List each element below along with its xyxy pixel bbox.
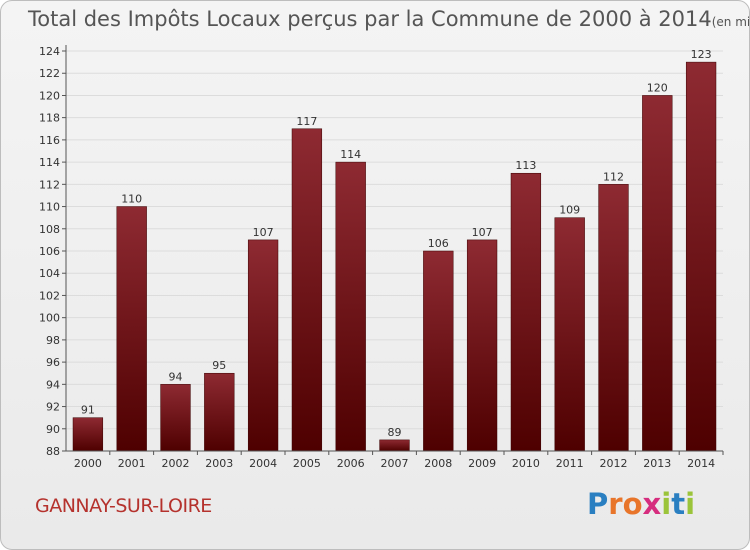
x-tick-label-2012: 2012 — [600, 457, 628, 470]
bar-2003[interactable] — [204, 372, 235, 452]
x-tick-label-2008: 2008 — [424, 457, 452, 470]
x-tick-label-2009: 2009 — [468, 457, 496, 470]
x-tick-label-2006: 2006 — [337, 457, 365, 470]
y-tick-label: 88 — [46, 445, 60, 458]
bar-2011[interactable] — [554, 217, 585, 452]
chart-title: Total des Impôts Locaux perçus par la Co… — [28, 7, 750, 31]
value-label-2013: 120 — [647, 81, 668, 94]
value-label-2011: 109 — [559, 204, 580, 217]
bar-2014[interactable] — [685, 61, 717, 452]
logo-letter: i — [685, 487, 696, 521]
value-label-2009: 107 — [472, 226, 493, 239]
value-label-2003: 95 — [212, 359, 226, 372]
commune-name: GANNAY-SUR-LOIRE — [35, 495, 212, 517]
x-tick-label-2005: 2005 — [293, 457, 321, 470]
bar-2001[interactable] — [116, 206, 147, 452]
y-tick-label: 118 — [39, 112, 60, 125]
chart-title-main: Total des Impôts Locaux perçus par la Co… — [28, 7, 712, 31]
logo-letter: r — [608, 487, 623, 521]
y-tick-label: 108 — [39, 223, 60, 236]
y-tick-label: 92 — [46, 401, 60, 414]
y-tick-label: 104 — [39, 267, 60, 280]
x-tick-label-2004: 2004 — [249, 457, 277, 470]
bar-2006[interactable] — [335, 161, 366, 452]
chart-title-unit: (en milliers d'€) — [711, 15, 750, 29]
x-tick-label-2000: 2000 — [74, 457, 102, 470]
x-tick-label-2011: 2011 — [556, 457, 584, 470]
y-tick-label: 100 — [39, 312, 60, 325]
y-tick-label: 120 — [39, 89, 60, 102]
x-tick-label-2007: 2007 — [381, 457, 409, 470]
bar-2008[interactable] — [423, 250, 454, 452]
bar-2005[interactable] — [291, 128, 323, 452]
proxiti-logo[interactable]: Proxiti — [587, 487, 695, 521]
y-tick-label: 114 — [39, 156, 60, 169]
x-tick-label-2013: 2013 — [643, 457, 671, 470]
x-tick-label-2001: 2001 — [118, 457, 146, 470]
y-tick-label: 124 — [39, 45, 60, 58]
logo-letter: P — [587, 487, 609, 521]
value-label-2000: 91 — [81, 404, 95, 417]
bar-2004[interactable] — [247, 239, 279, 452]
y-tick-label: 110 — [39, 201, 60, 214]
value-label-2001: 110 — [121, 193, 142, 206]
bar-2012[interactable] — [598, 184, 629, 452]
logo-letter: i — [661, 487, 672, 521]
logo-letter: o — [622, 487, 643, 521]
x-tick-label-2014: 2014 — [687, 457, 715, 470]
y-tick-label: 122 — [39, 67, 60, 80]
y-tick-label: 112 — [39, 178, 60, 191]
bar-2013[interactable] — [642, 95, 673, 452]
y-tick-label: 96 — [46, 356, 60, 369]
value-label-2010: 113 — [515, 159, 536, 172]
y-tick-label: 98 — [46, 334, 60, 347]
value-label-2002: 94 — [169, 370, 183, 383]
bar-2010[interactable] — [510, 172, 542, 452]
value-label-2005: 117 — [296, 115, 317, 128]
y-tick-label: 116 — [39, 134, 60, 147]
value-label-2008: 106 — [428, 237, 449, 250]
bar-2002[interactable] — [160, 384, 191, 452]
y-tick-label: 90 — [46, 423, 60, 436]
x-tick-label-2002: 2002 — [162, 457, 190, 470]
logo-letter: x — [642, 487, 662, 521]
y-tick-label: 94 — [46, 378, 60, 391]
y-tick-label: 102 — [39, 289, 60, 302]
bar-2000[interactable] — [72, 417, 104, 452]
y-tick-label: 106 — [39, 245, 60, 258]
x-tick-label-2003: 2003 — [205, 457, 233, 470]
x-tick-label-2010: 2010 — [512, 457, 540, 470]
logo-letter: t — [671, 487, 686, 521]
value-label-2006: 114 — [340, 148, 361, 161]
bar-2009[interactable] — [466, 239, 498, 452]
bar-2007[interactable] — [379, 439, 410, 452]
value-label-2014: 123 — [691, 48, 712, 61]
value-label-2004: 107 — [253, 226, 274, 239]
value-label-2007: 89 — [388, 426, 402, 439]
value-label-2012: 112 — [603, 170, 624, 183]
